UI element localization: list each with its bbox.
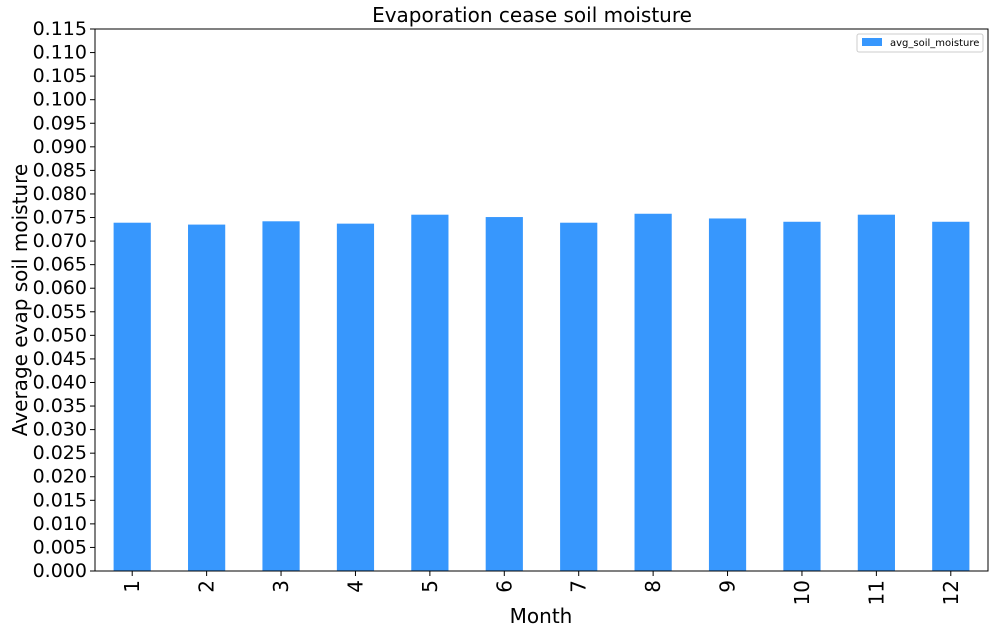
y-tick-label: 0.090 bbox=[33, 136, 87, 158]
y-tick-label: 0.025 bbox=[33, 442, 87, 464]
bar-month-10 bbox=[783, 221, 821, 571]
y-tick-label: 0.075 bbox=[33, 207, 87, 229]
bar-month-4 bbox=[336, 223, 375, 572]
y-tick-label: 0.070 bbox=[33, 230, 87, 252]
legend-swatch bbox=[862, 38, 882, 46]
y-tick-label: 0.055 bbox=[33, 301, 87, 323]
bar-month-11 bbox=[857, 214, 895, 571]
y-tick-label: 0.065 bbox=[33, 254, 87, 276]
y-tick-label: 0.085 bbox=[33, 159, 87, 181]
legend-frame bbox=[856, 33, 984, 53]
bars-group bbox=[113, 213, 970, 572]
y-axis: 0.0000.0050.0100.0150.0200.0250.0300.035… bbox=[33, 18, 95, 582]
y-tick-label: 0.010 bbox=[33, 513, 87, 535]
bar-month-12 bbox=[932, 221, 970, 571]
x-tick-label: 1 bbox=[120, 580, 144, 593]
y-tick-label: 0.030 bbox=[33, 419, 87, 441]
x-tick-label: 9 bbox=[716, 580, 740, 593]
x-tick-label: 11 bbox=[864, 580, 888, 605]
x-axis-label: Month bbox=[510, 604, 573, 628]
bar-month-7 bbox=[560, 222, 598, 571]
bar-month-5 bbox=[411, 214, 449, 571]
bar-month-3 bbox=[262, 221, 300, 571]
bar-month-8 bbox=[634, 213, 672, 572]
x-tick-label: 6 bbox=[492, 580, 516, 593]
y-tick-label: 0.105 bbox=[33, 65, 87, 87]
y-tick-label: 0.015 bbox=[33, 489, 87, 511]
bar-month-6 bbox=[485, 217, 523, 572]
x-axis: 1 2 3 4 5 6 7 8 9 10 11 12 bbox=[120, 571, 963, 605]
x-tick-label: 4 bbox=[343, 580, 367, 593]
x-tick-label: 3 bbox=[269, 580, 293, 593]
y-tick-label: 0.115 bbox=[33, 18, 87, 40]
y-tick-label: 0.000 bbox=[33, 560, 87, 582]
y-tick-label: 0.060 bbox=[33, 277, 87, 299]
y-tick-label: 0.045 bbox=[33, 348, 87, 370]
bar-month-1 bbox=[113, 222, 151, 571]
y-tick-label: 0.035 bbox=[33, 395, 87, 417]
plot-frame bbox=[94, 28, 989, 572]
y-tick-label: 0.020 bbox=[33, 466, 87, 488]
legend-label: avg_soil_moisture bbox=[890, 38, 979, 49]
x-tick-label: 12 bbox=[939, 580, 963, 605]
y-tick-label: 0.095 bbox=[33, 112, 87, 134]
y-tick-label: 0.005 bbox=[33, 536, 87, 558]
y-tick-label: 0.110 bbox=[33, 42, 87, 64]
x-tick-label: 7 bbox=[567, 580, 591, 593]
y-tick-label: 0.100 bbox=[33, 89, 87, 111]
bar-month-9 bbox=[708, 218, 747, 571]
x-tick-label: 8 bbox=[641, 580, 665, 593]
x-tick-label: 5 bbox=[418, 580, 442, 593]
y-tick-label: 0.050 bbox=[33, 324, 87, 346]
bar-month-2 bbox=[188, 224, 226, 571]
x-tick-label: 10 bbox=[790, 580, 814, 605]
x-tick-label: 2 bbox=[195, 580, 219, 593]
y-tick-label: 0.080 bbox=[33, 183, 87, 205]
legend: avg_soil_moisture bbox=[856, 33, 984, 53]
chart-title: Evaporation cease soil moisture bbox=[372, 3, 692, 27]
y-tick-label: 0.040 bbox=[33, 371, 87, 393]
y-axis-label: Average evap soil moisture bbox=[8, 164, 32, 436]
